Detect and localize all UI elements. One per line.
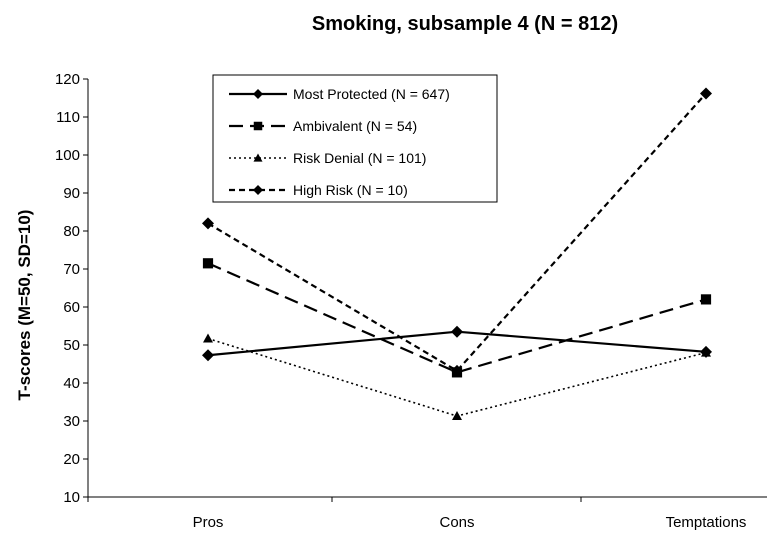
data-point	[253, 121, 263, 131]
data-point	[202, 349, 214, 362]
data-point	[701, 347, 711, 357]
series-layer	[202, 87, 712, 421]
legend-item: Ambivalent (N = 54)	[229, 118, 417, 134]
legend-label: High Risk (N = 10)	[293, 182, 408, 198]
y-tick-label: 40	[63, 375, 80, 392]
data-point	[203, 333, 213, 343]
data-point	[700, 87, 712, 100]
y-tick-label: 110	[56, 109, 80, 126]
chart-title: Smoking, subsample 4 (N = 812)	[312, 13, 618, 35]
legend-item: High Risk (N = 10)	[229, 182, 408, 198]
series-line	[207, 262, 707, 374]
y-tick-label: 90	[63, 185, 80, 202]
y-tick-label: 100	[55, 147, 80, 164]
legend-label: Risk Denial (N = 101)	[293, 150, 426, 166]
y-tick-label: 50	[63, 337, 80, 354]
legend-label: Ambivalent (N = 54)	[293, 118, 417, 134]
series	[202, 325, 712, 362]
y-tick-label: 10	[63, 489, 80, 506]
y-tick-label: 120	[55, 71, 80, 88]
y-tick-label: 80	[63, 223, 80, 240]
data-point	[253, 89, 263, 99]
x-tick-label: Cons	[439, 514, 474, 531]
legend-item: Most Protected (N = 647)	[229, 86, 450, 102]
data-point	[700, 294, 712, 305]
y-tick-label: 20	[63, 451, 80, 468]
series	[203, 333, 711, 421]
data-point	[253, 185, 263, 195]
x-tick-label: Temptations	[666, 514, 747, 531]
data-point	[253, 153, 263, 162]
y-tick-label: 70	[63, 261, 80, 278]
y-tick-label: 60	[63, 299, 80, 316]
data-point	[202, 258, 214, 269]
y-axis-label: T-scores (M=50, SD=10)	[15, 210, 34, 401]
data-point	[451, 364, 463, 377]
legend-item: Risk Denial (N = 101)	[229, 150, 426, 166]
data-point	[202, 217, 214, 230]
data-point	[452, 411, 462, 421]
series	[202, 258, 712, 378]
data-point	[451, 325, 463, 338]
series	[202, 87, 712, 377]
y-tick-label: 30	[63, 413, 80, 430]
legend: Most Protected (N = 647) Ambivalent (N = …	[212, 74, 498, 203]
legend-label: Most Protected (N = 647)	[293, 86, 450, 102]
x-tick-label: Pros	[193, 514, 224, 531]
axes: 10 20 30 40 50 60 70 80 90 100 110 120 Pros Cons Tempt…	[55, 71, 767, 531]
